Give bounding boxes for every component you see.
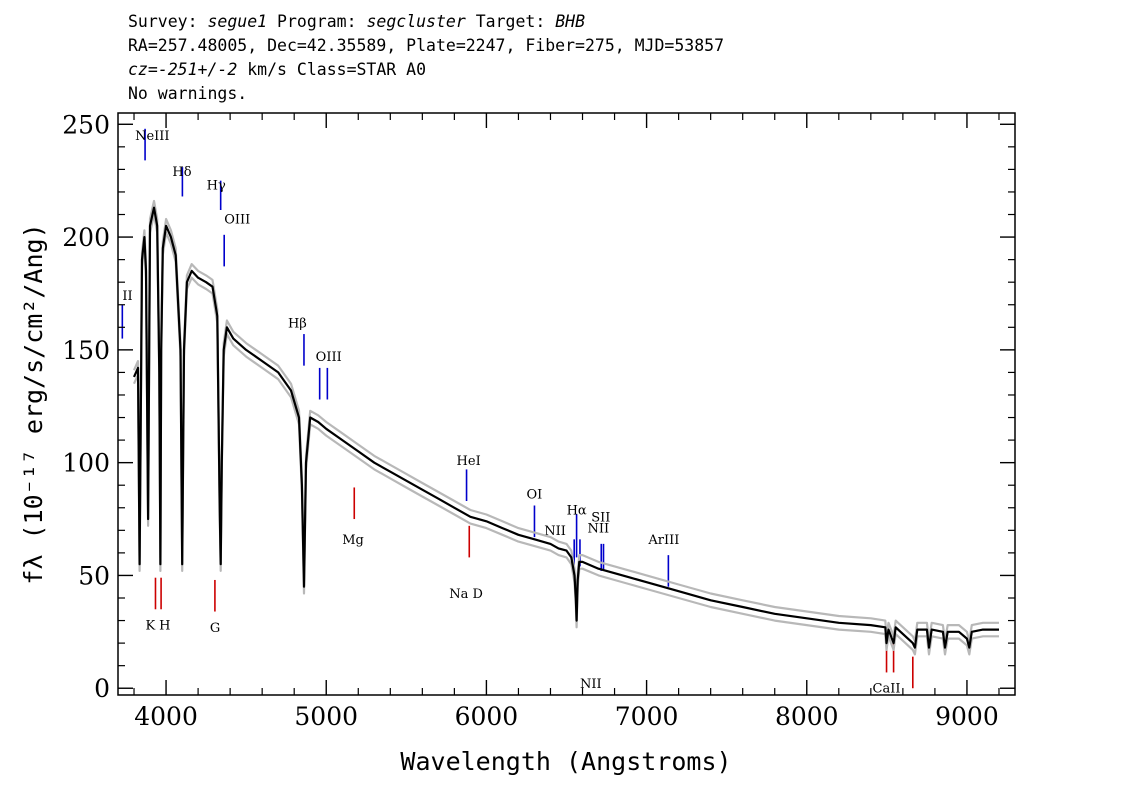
line-marker-label-13: SII: [591, 510, 610, 525]
x-tick-label-4: 8000: [775, 702, 839, 731]
cz-label: cz=: [128, 60, 158, 79]
y-tick-label-3: 150: [62, 336, 110, 365]
y-tick-label-0: 0: [94, 674, 110, 703]
x-tick-label-3: 7000: [615, 702, 679, 731]
line-marker-label-19: H: [159, 619, 170, 634]
line-marker-label-2: Hγ: [207, 179, 226, 194]
x-tick-label-0: 4000: [134, 702, 198, 731]
line-marker-label-20: G: [210, 621, 220, 636]
flux-error-lower-0: [132, 213, 999, 656]
cz-rest: km/s Class=STAR A0: [237, 60, 427, 79]
line-marker-label-15: ArIII: [647, 533, 679, 548]
survey-value: segue1: [207, 12, 268, 31]
y-tick-label-5: 250: [62, 110, 110, 139]
x-tick-label-1: 5000: [294, 702, 358, 731]
line-marker-label-16: Mg: [342, 533, 364, 548]
line-marker-label-10: NII: [544, 524, 566, 539]
x-tick-label-2: 6000: [455, 702, 519, 731]
line-marker-label-9: OI: [526, 488, 542, 503]
line-marker-label-17: Na D: [449, 587, 483, 602]
line-marker-label-3: OIII: [224, 213, 250, 228]
line-marker-label-4: II: [122, 289, 132, 304]
line-marker-label-18: K: [145, 619, 155, 634]
target-label: Target:: [475, 12, 546, 31]
line-marker-label-0: NeIII: [135, 129, 169, 144]
program-label: Program:: [277, 12, 357, 31]
cz-value: -251+/-2: [157, 60, 238, 79]
spectrum-header: Survey: segue1 Program: segcluster Targe…: [128, 10, 1028, 106]
y-tick-label-4: 200: [62, 223, 110, 252]
x-axis-title: Wavelength (Angstroms): [400, 747, 731, 776]
line-marker-label-12: NII: [580, 677, 602, 692]
header-line-warnings: No warnings.: [128, 84, 248, 103]
line-marker-label-1: Hδ: [172, 165, 191, 180]
flux-line-0: [132, 206, 999, 649]
line-marker-label-6: OIII: [316, 350, 342, 365]
flux-series: [132, 199, 999, 656]
header-line-redshift: cz=-251+/-2 km/s Class=STAR A0: [128, 58, 1028, 82]
target-value: BHB: [555, 12, 586, 31]
x-tick-label-5: 9000: [935, 702, 999, 731]
line-marker-label-21: CaII: [873, 682, 901, 697]
line-marker-label-14: NII: [588, 522, 610, 537]
emission-absorption-markers: NeIIIHδHγOIIIIIHβOIIIHeIOINIIHαNIISIINII…: [121, 128, 914, 697]
line-marker-label-5: Hβ: [288, 316, 307, 331]
flux-error-upper-0: [132, 199, 999, 642]
header-line-survey: Survey: segue1 Program: segcluster Targe…: [128, 10, 1028, 34]
axis-ticks: [118, 113, 1015, 695]
y-axis-title: fλ (10⁻¹⁷ erg/s/cm²/Ang): [19, 223, 48, 584]
survey-label: Survey:: [128, 12, 198, 31]
y-tick-label-2: 100: [62, 449, 110, 478]
header-line-coordinates: RA=257.48005, Dec=42.35589, Plate=2247, …: [128, 36, 725, 55]
axis-tick-labels: 4000 5000 6000 7000 8000 9000 0 50 100 150 200 250: [62, 110, 998, 731]
line-marker-label-8: HeI: [457, 454, 481, 469]
line-marker-label-11: Hα: [567, 504, 587, 519]
y-tick-label-1: 50: [78, 561, 110, 590]
plot-frame: [117, 112, 1016, 696]
program-value: segcluster: [366, 12, 466, 31]
